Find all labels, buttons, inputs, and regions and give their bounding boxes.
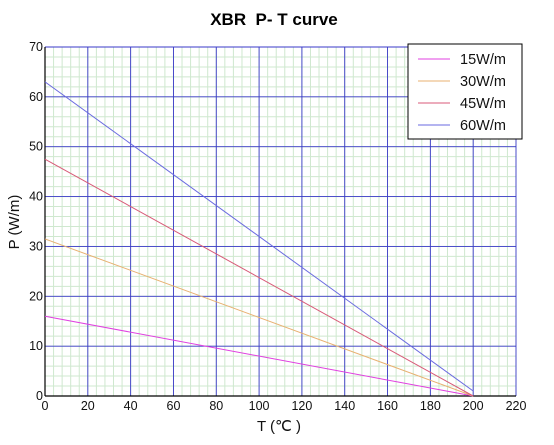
- x-tick-label: 60: [167, 399, 181, 413]
- series-line-60W/m: [44, 81, 474, 392]
- y-tick-label: 20: [29, 289, 43, 303]
- series-line-15W/m: [44, 315, 474, 397]
- series-line-30W/m: [44, 238, 474, 397]
- x-tick-label: 20: [81, 399, 95, 413]
- legend-label: 60W/m: [460, 118, 506, 134]
- x-tick-label: 80: [209, 399, 223, 413]
- x-tick-label: 200: [463, 399, 484, 413]
- chart-title: XBR P- T curve: [210, 10, 338, 29]
- x-tick-label: 220: [506, 399, 527, 413]
- series-line-45W/m: [44, 158, 474, 397]
- y-tick-label: 50: [29, 140, 43, 154]
- y-tick-label: 70: [29, 40, 43, 54]
- legend: 15W/m 30W/m 45W/m 60W/m: [407, 43, 523, 140]
- x-tick-label: 120: [291, 399, 312, 413]
- y-tick-label: 40: [29, 190, 43, 204]
- x-tick-label: 160: [377, 399, 398, 413]
- y-axis-label: P (W/m): [6, 195, 23, 250]
- y-tick-label: 10: [29, 339, 43, 353]
- y-tick-labels: 0 10 20 30 40 50 60 70: [29, 40, 43, 403]
- y-tick-label: 0: [36, 389, 43, 403]
- x-tick-labels: 0 20 40 60 80 100 120 140 160 180 200 220: [42, 399, 527, 413]
- series-lines: [44, 81, 474, 397]
- legend-label: 45W/m: [460, 96, 506, 112]
- axes: [44, 47, 516, 397]
- x-tick-label: 40: [124, 399, 138, 413]
- y-tick-label: 60: [29, 90, 43, 104]
- y-tick-label: 30: [29, 239, 43, 253]
- x-tick-label: 100: [249, 399, 270, 413]
- x-tick-label: 140: [334, 399, 355, 413]
- x-axis-label: T (℃ ): [257, 418, 301, 435]
- legend-box: [407, 43, 523, 140]
- x-tick-label: 180: [420, 399, 441, 413]
- x-tick-label: 0: [42, 399, 49, 413]
- legend-label: 30W/m: [460, 74, 506, 90]
- legend-label: 15W/m: [460, 52, 506, 68]
